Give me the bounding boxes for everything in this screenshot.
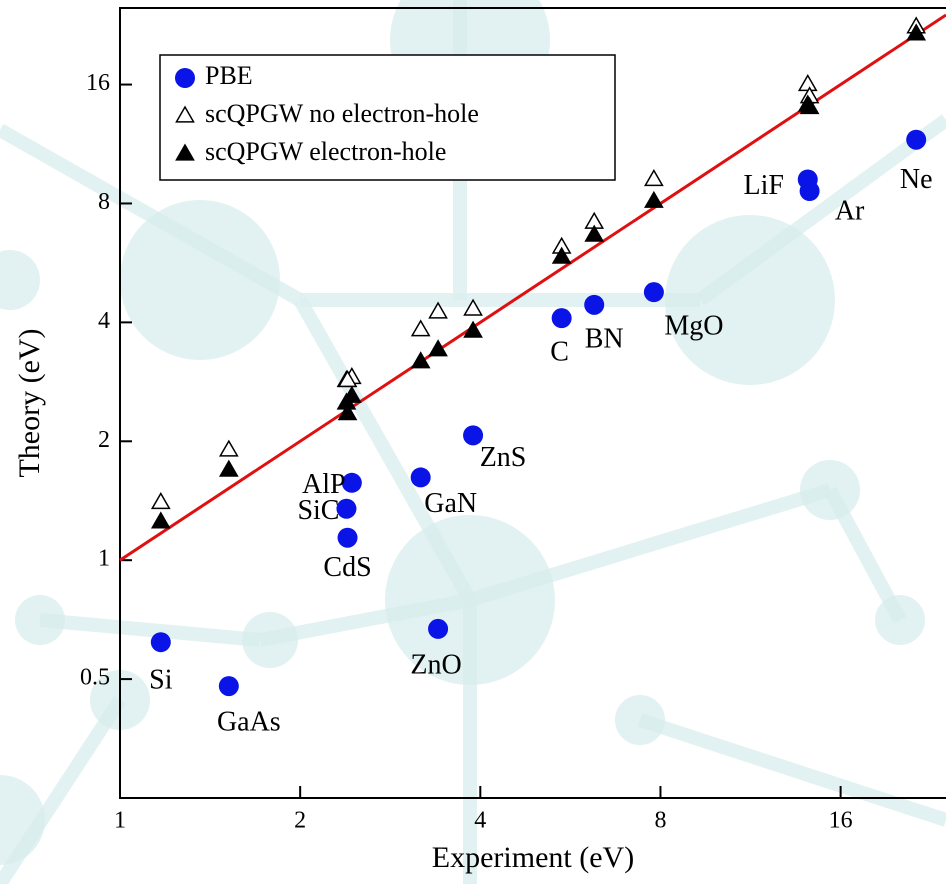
point-label: ZnO <box>410 649 461 680</box>
point-label: Ne <box>900 164 933 195</box>
data-point <box>645 170 662 185</box>
data-point <box>411 467 431 487</box>
data-point <box>220 461 237 476</box>
y-tick-label: 16 <box>86 70 110 96</box>
data-point <box>430 341 447 356</box>
chart: Experiment (eV) Theory (eV) 1 2 4 8 16 0.5 1 2 4… <box>0 0 946 884</box>
data-point <box>584 295 604 315</box>
point-label: Ar <box>835 195 865 226</box>
point-label: C <box>550 337 569 368</box>
legend-label: scQPGW no electron-hole <box>205 99 479 128</box>
x-tick-label: 2 <box>294 808 306 834</box>
point-label: Si <box>149 665 173 696</box>
data-point <box>412 353 429 368</box>
x-axis-title: Experiment (eV) <box>432 841 634 874</box>
data-point <box>799 76 816 91</box>
data-point <box>151 632 171 652</box>
point-label: BN <box>585 323 624 354</box>
data-point <box>152 493 169 508</box>
y-tick-label: 4 <box>98 308 110 334</box>
data-point <box>338 528 358 548</box>
data-point <box>220 441 237 456</box>
point-label: ZnS <box>480 442 527 473</box>
data-point <box>906 130 926 150</box>
data-point <box>152 513 169 528</box>
x-tick-label: 1 <box>114 808 126 834</box>
point-label: CdS <box>323 552 371 583</box>
point-label: GaN <box>424 488 477 519</box>
y-tick-label: 1 <box>98 546 110 572</box>
data-point <box>645 192 662 207</box>
data-point <box>644 282 664 302</box>
data-point <box>552 308 572 328</box>
x-tick-label: 4 <box>474 808 486 834</box>
point-label: GaAs <box>217 707 281 738</box>
y-tick-label: 8 <box>98 189 110 215</box>
y-tick-label: 2 <box>98 427 110 453</box>
point-label: SiC <box>297 495 339 526</box>
x-tick-label: 16 <box>829 808 853 834</box>
legend-marker <box>175 68 195 88</box>
legend-label: scQPGW electron-hole <box>205 137 446 166</box>
y-axis-title: Theory (eV) <box>13 328 46 477</box>
x-tick-label: 8 <box>654 808 666 834</box>
point-label: MgO <box>664 311 723 342</box>
data-point <box>412 321 429 336</box>
y-tick-label: 0.5 <box>80 665 110 691</box>
legend-label: PBE <box>205 61 253 90</box>
data-point <box>219 676 239 696</box>
data-point <box>428 619 448 639</box>
data-point <box>800 181 820 201</box>
point-label: LiF <box>744 170 784 201</box>
